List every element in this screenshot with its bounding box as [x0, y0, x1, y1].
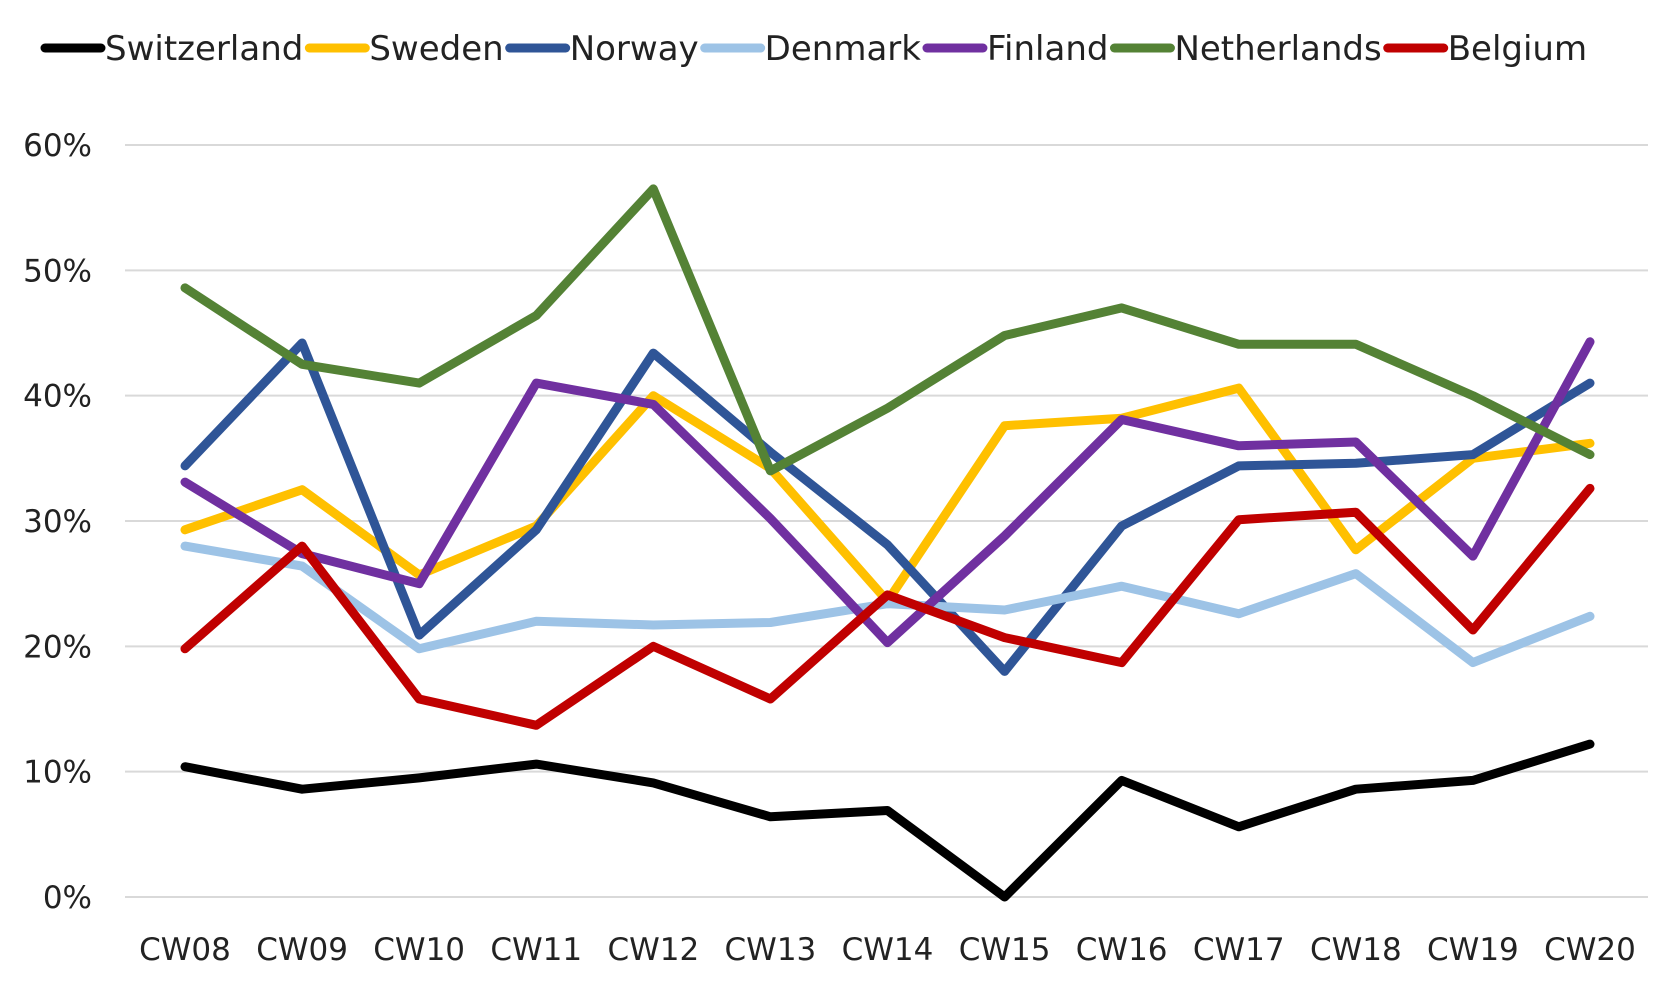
y-tick-label: 20%	[23, 629, 92, 665]
x-tick-label: CW14	[842, 932, 934, 968]
x-tick-label: CW11	[490, 932, 582, 968]
legend: Switzerland Sweden Norway Denmark Finland Net…	[40, 29, 1587, 69]
legend-label: Denmark	[765, 29, 922, 69]
x-tick-label: CW19	[1427, 932, 1519, 968]
legend-item-norway: Norway	[505, 29, 699, 69]
y-tick-label: 0%	[43, 880, 92, 916]
series-line-norway	[180, 338, 1595, 676]
x-tick-label: CW18	[1310, 932, 1402, 968]
x-tick-label: CW08	[139, 932, 231, 968]
x-tick-label: CW10	[373, 932, 465, 968]
legend-item-finland: Finland	[922, 29, 1109, 69]
x-tick-label: CW20	[1544, 932, 1636, 968]
legend-item-belgium: Belgium	[1383, 29, 1587, 69]
legend-label: Belgium	[1448, 29, 1587, 69]
series-lines	[180, 184, 1595, 902]
series-line-netherlands	[180, 184, 1595, 476]
legend-label: Norway	[570, 29, 699, 69]
legend-label: Netherlands	[1174, 29, 1381, 69]
x-tick-label: CW17	[1193, 932, 1285, 968]
x-tick-label: CW16	[1076, 932, 1168, 968]
series-line-finland	[180, 337, 1595, 648]
x-tick-label: CW12	[607, 932, 699, 968]
y-axis-tick-labels: 0% 10% 20% 30% 40% 50% 60%	[23, 128, 92, 916]
y-tick-label: 30%	[23, 504, 92, 540]
x-tick-label: CW13	[725, 932, 817, 968]
series-line-switzerland	[180, 739, 1595, 902]
legend-item-sweden: Sweden	[304, 29, 504, 69]
legend-item-switzerland: Switzerland	[40, 29, 303, 69]
legend-label: Switzerland	[105, 29, 303, 69]
series-line-denmark	[180, 541, 1595, 668]
legend-label: Finland	[987, 29, 1109, 69]
legend-item-netherlands: Netherlands	[1109, 29, 1382, 69]
x-tick-label: CW15	[959, 932, 1051, 968]
x-axis-tick-labels: CW08 CW09 CW10 CW11 CW12 CW13 CW14 CW15 CW16 CW17…	[139, 932, 1636, 968]
y-tick-label: 50%	[23, 253, 92, 289]
legend-item-denmark: Denmark	[700, 29, 922, 69]
legend-label: Sweden	[369, 29, 503, 69]
y-tick-label: 60%	[23, 128, 92, 164]
y-tick-label: 40%	[23, 379, 92, 415]
y-tick-label: 10%	[23, 755, 92, 791]
series-line-belgium	[180, 483, 1595, 730]
x-tick-label: CW09	[256, 932, 348, 968]
